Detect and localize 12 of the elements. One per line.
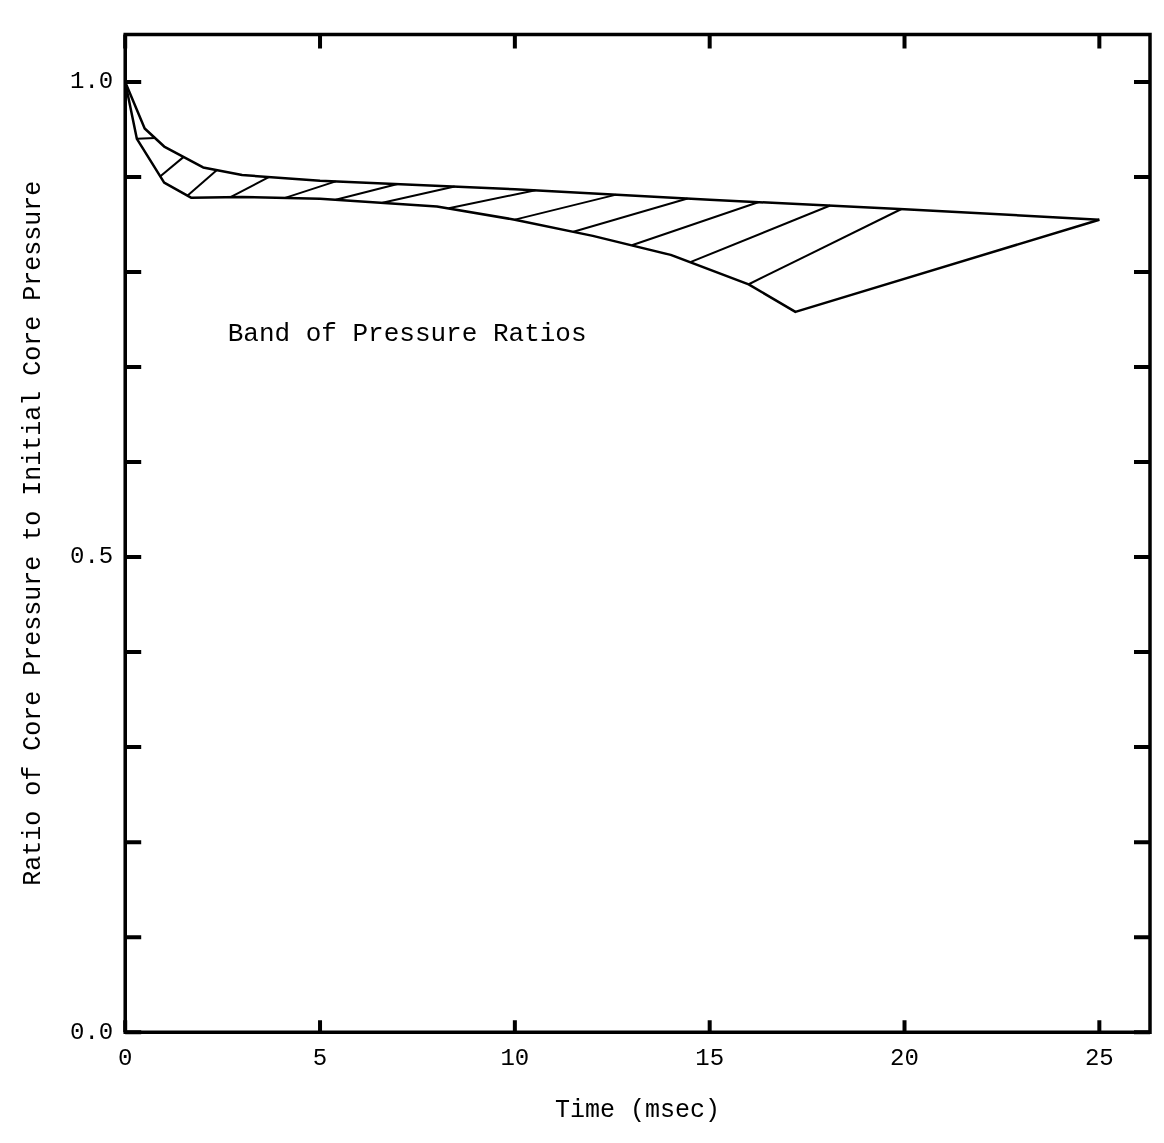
x-tick-label: 0 bbox=[118, 1044, 133, 1072]
x-tick-label: 15 bbox=[695, 1044, 725, 1072]
x-axis-title: Time (msec) bbox=[555, 1095, 721, 1125]
y-tick-label: 0.5 bbox=[69, 543, 114, 571]
y-axis-title: Ratio of Core Pressure to Initial Core Pressure bbox=[18, 180, 48, 886]
x-tick-label: 20 bbox=[890, 1044, 919, 1072]
x-tick-label: 25 bbox=[1084, 1044, 1114, 1072]
y-tick-label: 0.0 bbox=[69, 1018, 114, 1046]
annotation: Band of Pressure Ratios bbox=[227, 318, 587, 349]
x-tick-label: 10 bbox=[500, 1044, 530, 1072]
x-tick-label: 5 bbox=[312, 1044, 328, 1072]
y-tick-label: 1.0 bbox=[69, 68, 114, 96]
